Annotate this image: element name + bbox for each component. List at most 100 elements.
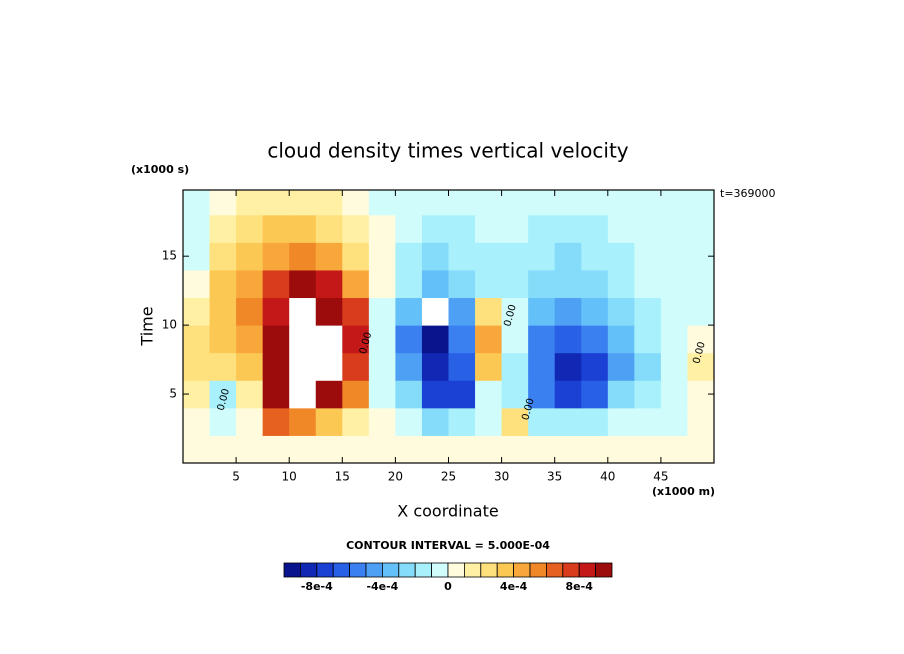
- field-cell: [528, 380, 556, 409]
- field-cell: [607, 297, 635, 326]
- field-cell: [262, 214, 290, 243]
- field-cell: [289, 214, 317, 243]
- y-tick-label: 10: [162, 318, 177, 332]
- field-cell: [607, 325, 635, 354]
- field-cell: [262, 407, 290, 436]
- colorbar-box: [398, 562, 416, 578]
- field-cell: [660, 435, 688, 463]
- colorbar-tick-label: 0: [444, 580, 452, 593]
- field-cell: [634, 297, 662, 326]
- y-tick-label: 5: [169, 387, 177, 401]
- x-tick-label: 15: [335, 470, 350, 484]
- field-cell: [554, 190, 582, 216]
- field-cell: [660, 380, 688, 409]
- y-unit-label: (x1000 s): [131, 163, 189, 176]
- field-cell: [183, 190, 211, 216]
- field-cell: [262, 380, 290, 409]
- field-cell: [262, 269, 290, 299]
- field-cell: [315, 352, 343, 381]
- field-cell: [634, 269, 662, 299]
- field-cell: [475, 242, 503, 271]
- field-cell: [581, 297, 609, 326]
- field-cell: [289, 435, 317, 463]
- x-unit-label: (x1000 m): [652, 485, 715, 498]
- field-cell: [528, 269, 556, 299]
- field-cell: [368, 435, 396, 463]
- field-cell: [634, 242, 662, 271]
- field-cell: [183, 325, 211, 354]
- field-cell: [289, 269, 317, 299]
- colorbar-box: [283, 562, 301, 578]
- field-cell: [262, 325, 290, 354]
- field-cell: [528, 214, 556, 243]
- field-cell: [660, 190, 688, 216]
- field-cell: [634, 214, 662, 243]
- colorbar-tick-label: 4e-4: [500, 580, 528, 593]
- field-cell: [315, 297, 343, 326]
- field-cell: [289, 242, 317, 271]
- field-cell: [342, 407, 370, 436]
- field-cell: [475, 214, 503, 243]
- field-cell: [289, 325, 317, 354]
- field-cell: [660, 407, 688, 436]
- field-cell: [554, 435, 582, 463]
- field-cell: [395, 269, 423, 299]
- field-cell: [342, 435, 370, 463]
- field-cell: [448, 380, 476, 409]
- field-cell: [660, 269, 688, 299]
- field-cell: [209, 407, 237, 436]
- field-cell: [554, 325, 582, 354]
- field-cell: [421, 435, 449, 463]
- field-cell: [528, 325, 556, 354]
- field-cell: [342, 190, 370, 216]
- field-cell: [236, 352, 264, 381]
- field-cell: [368, 407, 396, 436]
- field-cell: [421, 352, 449, 381]
- field-cell: [501, 435, 529, 463]
- field-cell: [475, 297, 503, 326]
- colorbar-box: [414, 562, 433, 578]
- field-cell: [660, 352, 688, 381]
- field-cell: [209, 435, 237, 463]
- field-cell: [342, 352, 370, 381]
- field-cell: [209, 242, 237, 271]
- x-tick-label: 35: [547, 470, 562, 484]
- colorbar-box: [316, 562, 334, 578]
- field-cell: [209, 214, 237, 243]
- field-cell: [554, 380, 582, 409]
- field-cell: [183, 407, 211, 436]
- field-cell: [607, 242, 635, 271]
- field: [183, 190, 714, 463]
- field-cell: [368, 214, 396, 243]
- field-cell: [395, 190, 423, 216]
- field-cell: [315, 214, 343, 243]
- field-cell: [262, 435, 290, 463]
- x-tick-label: 5: [232, 470, 240, 484]
- field-cell: [395, 435, 423, 463]
- field-cell: [395, 407, 423, 436]
- field-cell: [607, 407, 635, 436]
- field-cell: [501, 269, 529, 299]
- field-cell: [687, 297, 714, 326]
- overlay: 5 10 15 20 25 30 35 40 45510150.000.000.000.000.…: [162, 189, 715, 593]
- field-cell: [607, 435, 635, 463]
- field-cell: [607, 380, 635, 409]
- field-cell: [501, 297, 529, 326]
- field-cell: [421, 297, 449, 326]
- field-cell: [448, 407, 476, 436]
- field-cell: [395, 214, 423, 243]
- field-cell: [421, 190, 449, 216]
- field-cell: [395, 352, 423, 381]
- field-cell: [448, 352, 476, 381]
- field-cell: [289, 190, 317, 216]
- field-cell: [262, 190, 290, 216]
- field-cell: [687, 325, 714, 354]
- field-cell: [581, 380, 609, 409]
- field-cell: [687, 190, 714, 216]
- x-tick-label: 10: [282, 470, 297, 484]
- field-cell: [528, 407, 556, 436]
- field-cell: [448, 242, 476, 271]
- colorbar-box: [496, 562, 515, 578]
- field-cell: [209, 352, 237, 381]
